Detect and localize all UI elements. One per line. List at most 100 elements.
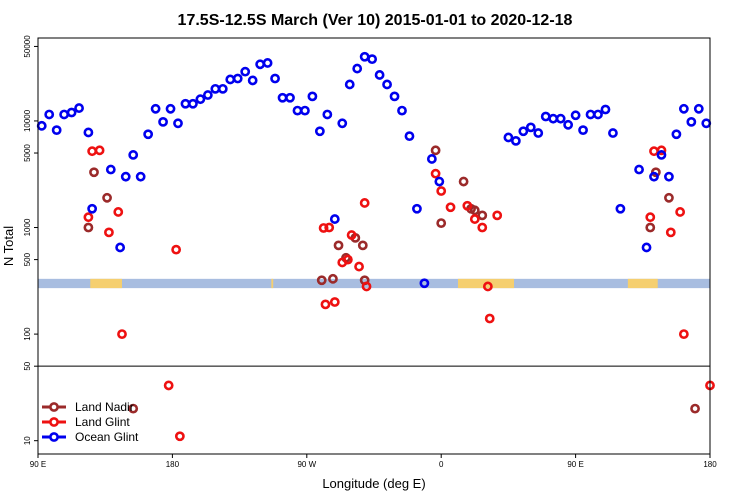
point-2-29 [262,58,273,68]
point-1-19 [430,168,441,179]
point-2-47 [397,105,407,116]
point-2-7 [87,203,98,214]
point-1-33 [678,329,689,340]
point-2-16 [165,103,176,114]
point-2-31 [277,92,288,103]
point-2-4 [66,107,77,118]
point-2-26 [240,66,251,77]
point-2-23 [217,83,228,94]
y-tick-label-2: 100 [23,327,32,341]
point-2-48 [404,131,415,142]
point-2-30 [270,73,280,84]
point-2-37 [322,109,333,120]
x-axis-label: Longitude (deg E) [322,476,425,491]
point-1-31 [665,227,676,238]
y-tick-label-1: 50 [23,361,32,370]
point-0-13 [458,176,469,187]
point-2-62 [570,110,581,121]
point-2-57 [533,128,544,138]
point-2-63 [578,125,588,136]
point-2-55 [518,126,529,137]
point-2-53 [503,132,514,143]
point-2-14 [150,103,161,114]
point-2-24 [225,74,236,85]
point-2-6 [83,127,94,138]
point-2-34 [300,105,310,116]
point-2-2 [51,125,62,136]
point-0-1 [89,167,99,178]
point-1-17 [359,198,370,208]
point-2-8 [105,164,116,175]
point-2-45 [382,79,392,90]
point-2-1 [44,109,55,120]
y-tick-label-7: 50000 [23,35,32,58]
point-2-15 [158,116,168,127]
point-1-18 [361,281,372,292]
point-2-70 [641,242,652,253]
point-2-3 [59,109,70,120]
point-0-19 [664,192,674,203]
point-2-52 [434,176,445,187]
point-2-20 [195,94,206,105]
point-1-32 [675,207,686,217]
point-1-16 [354,261,364,272]
point-0-5 [328,273,338,284]
x-tick-label-1: 180 [166,460,180,469]
point-1-0 [83,212,94,223]
point-2-18 [180,98,191,109]
point-2-54 [510,135,521,146]
point-2-74 [671,129,682,140]
point-1-2 [94,145,105,156]
point-2-25 [232,73,243,84]
point-2-13 [143,129,154,140]
point-2-41 [352,63,363,74]
point-2-73 [664,171,674,182]
point-2-72 [656,150,667,160]
point-2-49 [412,203,422,214]
point-2-9 [115,242,126,253]
legend-marker-1 [49,417,59,427]
point-2-36 [314,126,325,137]
point-2-51 [426,154,437,164]
point-1-29 [649,146,659,157]
legend-label-2: Ocean Glint [75,430,139,444]
y-tick-label-4: 1000 [23,218,32,236]
band-land-segment-1 [271,278,274,289]
point-2-35 [307,91,318,102]
point-0-4 [316,275,327,286]
point-1-12 [329,297,340,307]
point-2-44 [374,70,385,80]
band-layer [38,278,710,289]
point-2-39 [337,118,348,129]
point-1-14 [342,254,353,265]
point-1-24 [477,222,488,233]
y-axis-label: N Total [1,226,16,266]
point-2-5 [74,103,84,113]
point-2-64 [585,109,596,120]
point-2-17 [173,118,183,129]
point-1-30 [656,145,667,156]
point-2-21 [202,90,213,100]
point-1-4 [113,207,124,217]
point-2-46 [389,91,400,102]
point-1-20 [436,186,447,196]
point-1-9 [318,223,329,233]
point-2-58 [540,111,551,122]
point-1-26 [484,313,495,324]
point-2-60 [555,113,566,124]
point-1-28 [645,212,656,223]
point-1-3 [104,227,114,238]
legend-marker-0 [49,402,59,412]
plot-frame [37,37,711,455]
point-2-71 [649,171,659,182]
point-1-23 [469,214,480,224]
point-2-78 [701,118,712,129]
point-2-65 [593,109,603,120]
band [38,278,710,289]
y-tick-label-3: 500 [23,252,32,266]
points-layer [36,51,715,442]
y-axis: 10 50 100 500 1000 5000 10000 50000 [23,35,38,445]
point-0-15 [469,205,480,216]
